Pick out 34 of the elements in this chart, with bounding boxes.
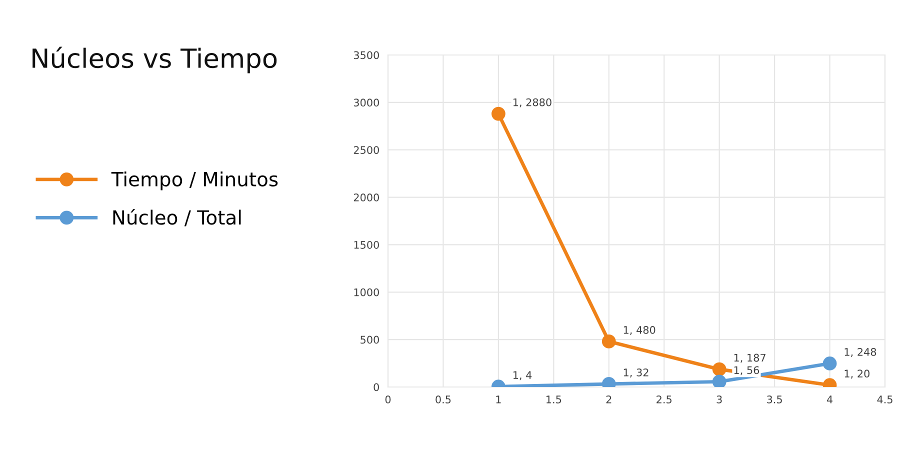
x-tick-label: 2: [606, 396, 612, 404]
x-tick-label: 2.5: [656, 396, 672, 404]
data-label: 1, 2880: [513, 98, 552, 108]
legend-label: Tiempo / Minutos: [111, 171, 278, 190]
data-label: 1, 32: [624, 368, 648, 378]
data-label: 1, 187: [734, 354, 766, 363]
x-tick-label: 4: [826, 396, 833, 404]
text: Núcleos vs Tiempo: [32, 46, 277, 74]
y-tick-label: 3000: [354, 98, 379, 107]
x-tick-label: 1.5: [546, 396, 562, 404]
x-tick-label: 0.5: [436, 396, 451, 404]
x-tick-label: 4.5: [877, 396, 892, 404]
point: [602, 334, 616, 348]
point: [822, 356, 837, 370]
point: [712, 362, 726, 376]
data-label: 1, 56: [734, 366, 760, 376]
y-tick-label: 3500: [354, 51, 379, 60]
y-tick-label: 1000: [354, 288, 379, 296]
data-label: 1, 480: [624, 326, 656, 335]
point: [712, 374, 726, 387]
data-label: 1, 4: [513, 371, 532, 380]
y-tick-label: 500: [360, 336, 379, 344]
y-tick-label: 2000: [354, 194, 379, 202]
data-label: 1, 248: [844, 348, 876, 357]
x-tick-label: 0: [385, 396, 391, 404]
x-tick-label: 3.5: [767, 396, 782, 404]
point: [492, 106, 506, 121]
x-tick-label: 1: [496, 396, 501, 404]
y-tick-label: 2500: [354, 146, 379, 154]
x-tick-label: 3: [716, 396, 722, 404]
y-tick-label: 0: [374, 383, 379, 392]
legend-label: Núcleo / Total: [113, 208, 241, 226]
y-tick-label: 1500: [354, 240, 379, 249]
data-label: 1, 20: [844, 370, 870, 379]
